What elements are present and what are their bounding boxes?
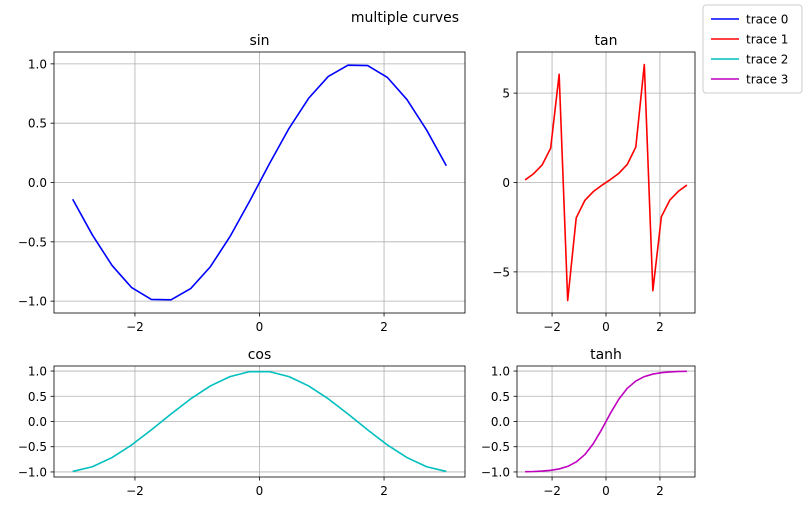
- tanh-ytick-label: 0.0: [491, 415, 510, 429]
- tan-xtick-label: 0: [602, 320, 610, 334]
- tanh-xtick-label: −2: [543, 484, 561, 498]
- tanh-xtick-label: 2: [656, 484, 664, 498]
- tanh-ytick-label: −1.0: [481, 465, 510, 479]
- sin-ytick-label: 0.0: [28, 176, 47, 190]
- tan-axes-frame: [516, 51, 696, 314]
- cos-axes-frame: [53, 365, 466, 478]
- tan-ytick-label: −5: [492, 265, 510, 279]
- tan-title: tan: [595, 33, 618, 49]
- tan-xtick-label: −2: [543, 320, 561, 334]
- cos-xtick-label: 2: [380, 484, 388, 498]
- cos-ytick-label: 0.5: [28, 390, 47, 404]
- tan-xtick-label: 2: [656, 320, 664, 334]
- sin-ytick-label: 1.0: [28, 57, 47, 71]
- legend-frame: [702, 4, 803, 94]
- sin-ytick-label: −1.0: [18, 295, 47, 309]
- tan-panel: −2 0 2 −5 0 5 tan: [492, 33, 696, 334]
- tanh-ytick-label: 1.0: [491, 365, 510, 379]
- tanh-ytick-label: −0.5: [481, 440, 510, 454]
- figure-legend: trace 0 trace 1 trace 2 trace 3: [702, 4, 803, 94]
- tan-ytick-label: 0: [502, 176, 510, 190]
- figure-title: multiple curves: [351, 10, 459, 26]
- sin-panel: −2 0 2 −1.0 −0.5 0.0 0.5 1.0 sin: [18, 33, 466, 334]
- sin-ytick-label: −0.5: [18, 235, 47, 249]
- legend-label: trace 0: [746, 13, 788, 27]
- tanh-panel: −2 0 2 −1.0 −0.5 0.0 0.5 1.0 tanh: [481, 347, 696, 498]
- cos-title: cos: [248, 347, 272, 363]
- tanh-title: tanh: [590, 347, 622, 363]
- tanh-xtick-label: 0: [602, 484, 610, 498]
- sin-axes-frame: [53, 51, 466, 314]
- cos-panel: −2 0 2 −1.0 −0.5 0.0 0.5 1.0 cos: [18, 347, 466, 498]
- cos-xtick-label: −2: [126, 484, 144, 498]
- tanh-axes-frame: [516, 365, 696, 478]
- cos-ytick-label: 1.0: [28, 365, 47, 379]
- tan-series-line: [524, 63, 688, 302]
- cos-series-line: [72, 370, 447, 473]
- tanh-series-line: [525, 370, 687, 473]
- cos-ytick-label: −1.0: [18, 465, 47, 479]
- sin-xtick-label: 2: [380, 320, 388, 334]
- legend-label: trace 3: [746, 73, 788, 87]
- legend-label: trace 1: [746, 33, 788, 47]
- sin-series-line: [71, 64, 448, 301]
- cos-ytick-label: 0.0: [28, 415, 47, 429]
- tanh-ytick-label: 0.5: [491, 390, 510, 404]
- legend-label: trace 2: [746, 53, 788, 67]
- cos-ytick-label: −0.5: [18, 440, 47, 454]
- cos-xtick-label: 0: [256, 484, 264, 498]
- sin-xtick-label: −2: [126, 320, 144, 334]
- tan-ytick-label: 5: [502, 87, 510, 101]
- sin-title: sin: [249, 33, 269, 49]
- sin-ytick-label: 0.5: [28, 117, 47, 131]
- sin-xtick-label: 0: [256, 320, 264, 334]
